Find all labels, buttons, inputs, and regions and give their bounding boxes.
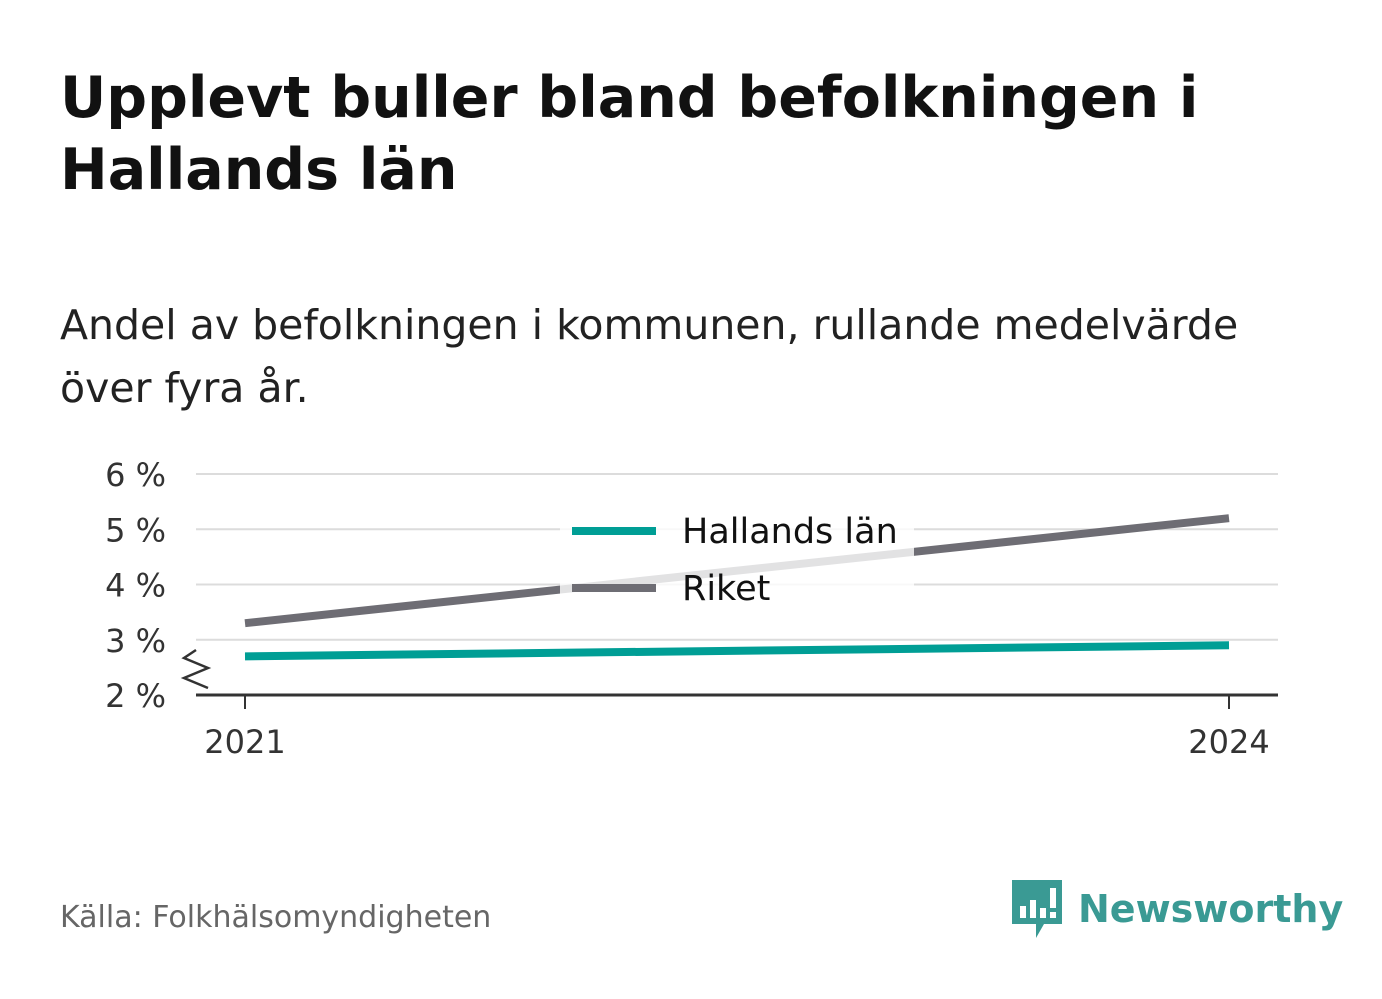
y-tick-label: 6 % xyxy=(105,456,166,494)
x-tick-label: 2024 xyxy=(1188,723,1269,761)
line-chart: 2 % 3 % 4 % 5 % 6 % 2021 2024 Hallands län Riket xyxy=(105,456,1278,761)
chart-title: Upplevt buller bland befolkningen i Hall… xyxy=(60,65,1199,203)
legend-label-0: Hallands län xyxy=(682,512,898,552)
y-tick-label: 2 % xyxy=(105,677,166,715)
x-tick-label: 2021 xyxy=(204,723,285,761)
axis-break-mark xyxy=(180,648,212,690)
brand-logo: Newsworthy xyxy=(1010,878,1343,940)
y-tick-label: 5 % xyxy=(105,511,166,549)
series-line-0 xyxy=(244,641,1230,661)
y-tick-label: 3 % xyxy=(105,622,166,660)
chart-subtitle: Andel av befolkningen i kommunen, rullan… xyxy=(60,301,1239,412)
legend-label-1: Riket xyxy=(682,569,770,609)
newsworthy-logo-icon xyxy=(1012,880,1062,938)
source-note: Källa: Folkhälsomyndigheten xyxy=(60,900,492,935)
y-tick-label: 4 % xyxy=(105,567,166,605)
brand-name: Newsworthy xyxy=(1078,887,1344,931)
